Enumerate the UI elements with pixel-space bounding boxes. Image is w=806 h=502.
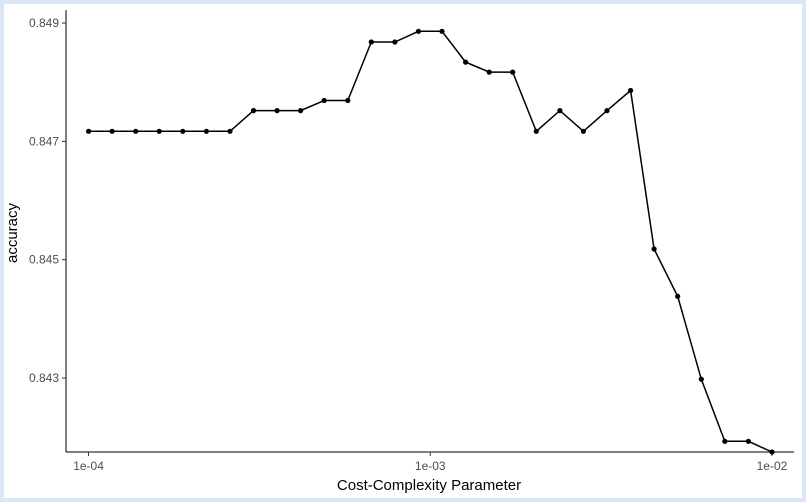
y-axis-title: accuracy: [4, 202, 21, 263]
y-tick-label: 0.847: [29, 134, 59, 148]
data-point: [698, 376, 704, 382]
data-point: [227, 128, 233, 134]
data-point: [250, 108, 257, 114]
data-point: [180, 128, 186, 134]
data-point: [345, 97, 351, 104]
x-axis-ticks: 1e-04 1e-03 1e-02: [73, 452, 788, 473]
data-point: [392, 39, 398, 45]
data-point: [86, 128, 92, 134]
data-point: [769, 449, 775, 455]
y-tick-label: 0.845: [29, 253, 59, 267]
data-point: [510, 69, 516, 75]
data-point: [722, 438, 728, 444]
data-point: [580, 128, 587, 134]
series-line: [88, 30, 773, 453]
y-tick-label: 0.843: [29, 371, 59, 385]
data-point: [463, 59, 469, 65]
data-point: [415, 28, 422, 34]
data-point: [439, 28, 445, 34]
y-axis-ticks: 0.843 0.845 0.847 0.849: [29, 16, 66, 385]
data-point: [628, 87, 634, 94]
x-axis-title: Cost-Complexity Parameter: [337, 477, 521, 494]
data-point: [486, 69, 492, 75]
x-tick-label: 1e-03: [415, 459, 446, 473]
x-tick-label: 1e-02: [757, 459, 788, 473]
data-point: [156, 128, 162, 134]
data-point: [109, 128, 115, 134]
data-point: [321, 97, 327, 104]
data-point: [745, 438, 752, 444]
data-point: [675, 293, 681, 299]
data-point: [298, 108, 304, 114]
x-tick-label: 1e-04: [73, 459, 104, 473]
data-points: [86, 28, 775, 455]
data-point: [368, 39, 374, 45]
data-point: [203, 128, 209, 134]
y-tick-label: 0.849: [29, 16, 59, 30]
data-point: [133, 128, 139, 134]
axes: [65, 10, 794, 453]
data-point: [604, 108, 610, 114]
data-point: [651, 246, 657, 252]
data-point: [557, 108, 563, 114]
data-point: [274, 108, 280, 114]
plot-panel: [4, 4, 802, 498]
data-point: [533, 128, 539, 134]
